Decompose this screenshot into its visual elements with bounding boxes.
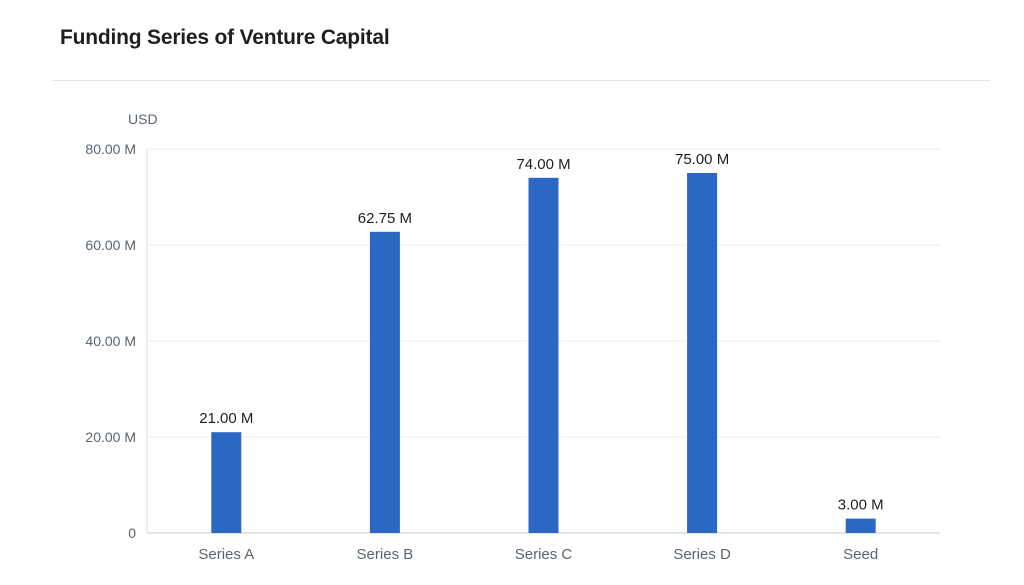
x-axis: Series A Series B Series C Series D Seed — [198, 546, 878, 563]
y-axis: 0 20.00 M 40.00 M 60.00 M 80.00 M USD — [85, 111, 157, 541]
data-label: 62.75 M — [358, 210, 412, 227]
y-axis-title: USD — [128, 111, 158, 127]
bars — [211, 173, 875, 533]
data-label: 74.00 M — [516, 156, 570, 173]
y-tick-label: 0 — [128, 525, 136, 541]
x-tick-label: Seed — [843, 546, 878, 563]
data-label: 3.00 M — [838, 497, 884, 514]
y-tick-label: 60.00 M — [85, 237, 136, 253]
data-label: 21.00 M — [199, 410, 253, 427]
x-tick-label: Series C — [515, 546, 573, 563]
x-tick-label: Series B — [357, 546, 414, 563]
bar-series-c[interactable] — [529, 178, 559, 533]
bar-series-a[interactable] — [211, 432, 241, 533]
y-tick-label: 80.00 M — [85, 141, 136, 157]
x-tick-label: Series A — [198, 546, 254, 563]
data-label: 75.00 M — [675, 151, 729, 168]
x-tick-label: Series D — [673, 546, 731, 563]
y-tick-label: 40.00 M — [85, 333, 136, 349]
bar-seed[interactable] — [846, 519, 876, 533]
bar-series-b[interactable] — [370, 232, 400, 533]
y-tick-label: 20.00 M — [85, 429, 136, 445]
bar-series-d[interactable] — [687, 173, 717, 533]
